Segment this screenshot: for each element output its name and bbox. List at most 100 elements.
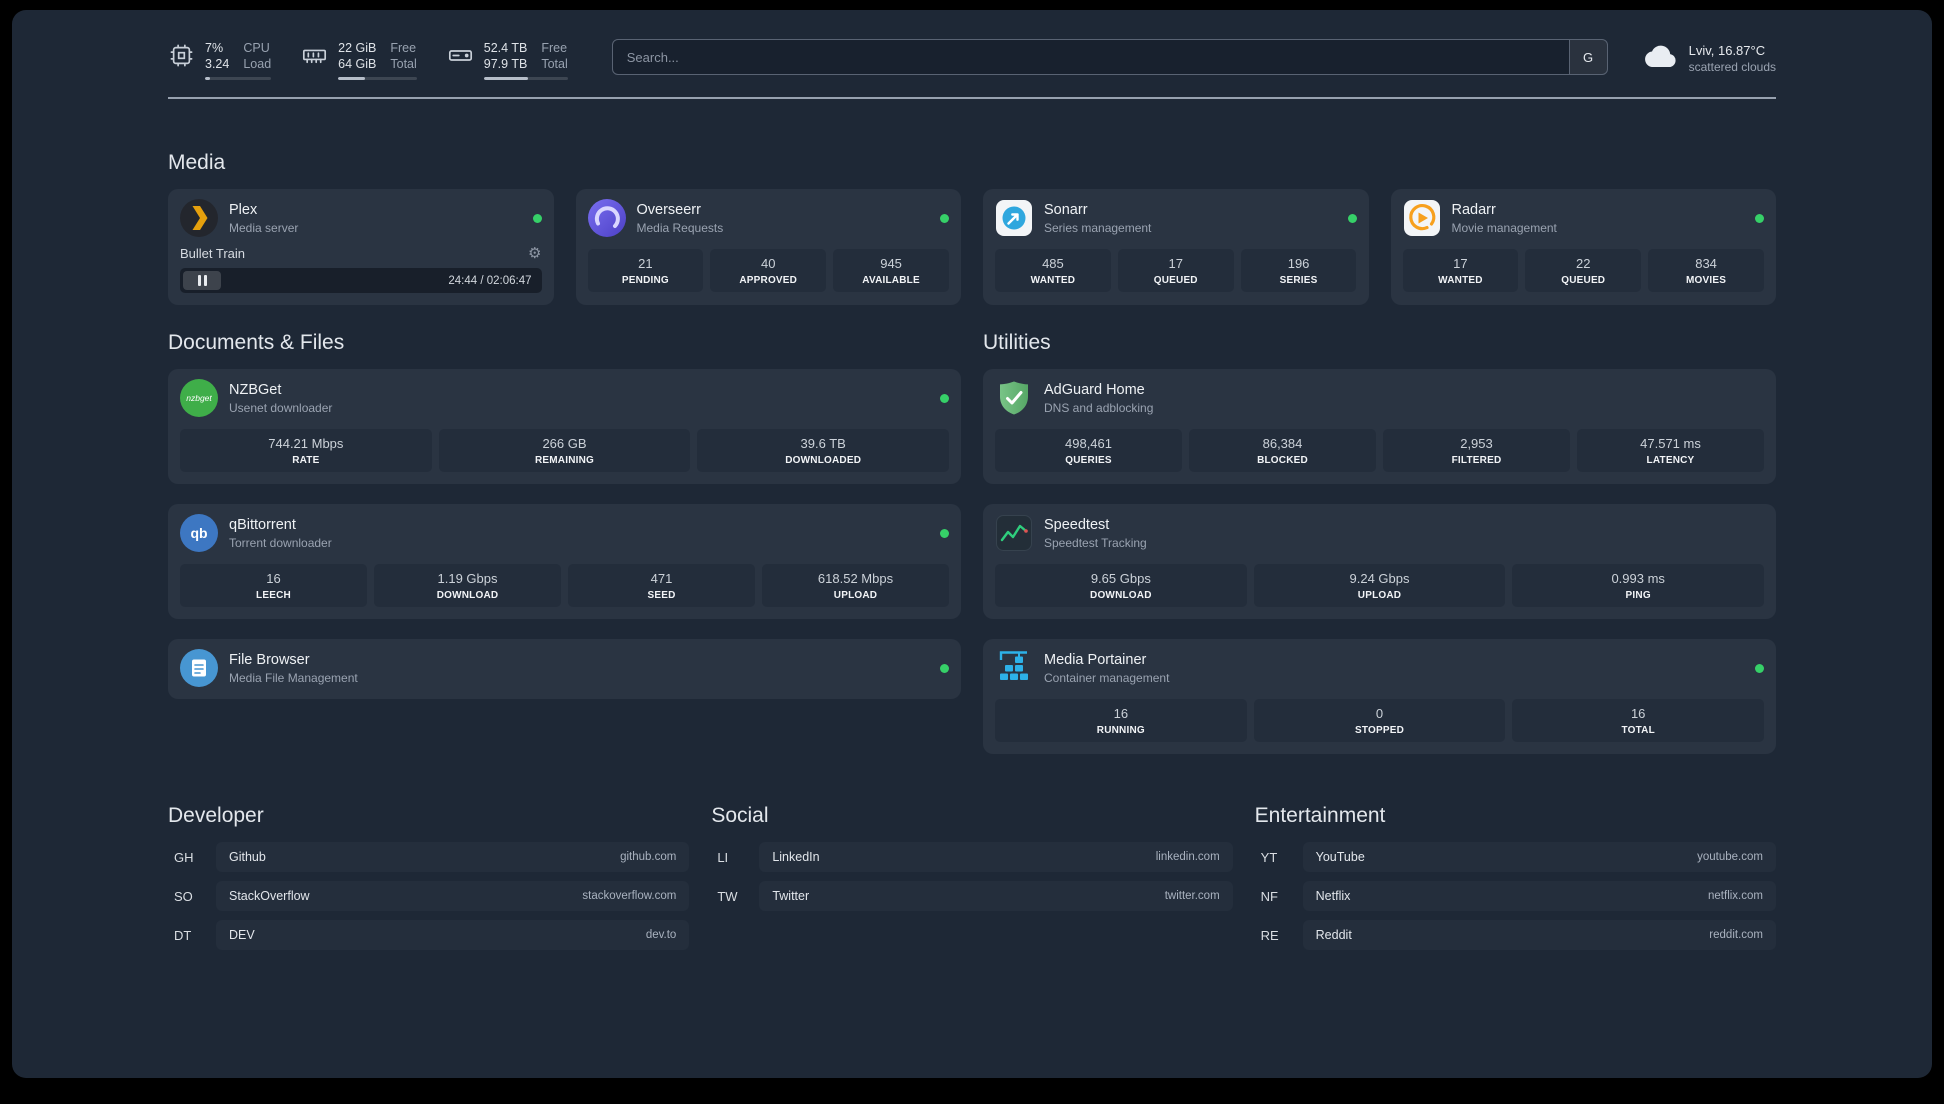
stat-remaining: 266 GB REMAINING: [438, 429, 691, 472]
memory-progress-fill: [338, 77, 365, 80]
memory-free-label: Free: [390, 41, 417, 55]
stat-wanted: 17 WANTED: [1402, 249, 1519, 292]
disk-monitor: 52.4 TB 97.9 TB Free Total: [447, 40, 568, 80]
disk-free-value: 52.4 TB: [483, 41, 528, 55]
disk-icon: [447, 42, 474, 69]
service-card-plex[interactable]: Plex Media server Bullet Train ⚙: [168, 189, 554, 305]
service-description: DNS and adblocking: [1044, 400, 1154, 415]
service-description: Media server: [229, 220, 299, 235]
disk-progress-fill: [483, 77, 529, 80]
service-description: Torrent downloader: [229, 535, 332, 550]
memory-progress-bar: [338, 77, 417, 80]
stat-series: 196 SERIES: [1240, 249, 1357, 292]
stat-wanted: 485 WANTED: [995, 249, 1111, 292]
bookmark-group-social: Social LI LinkedIn linkedin.com TW Twitt…: [711, 804, 1233, 911]
svg-text:qb: qb: [190, 525, 207, 541]
search-provider-button[interactable]: G: [1568, 40, 1607, 74]
weather-condition: scattered clouds: [1688, 59, 1776, 74]
memory-icon: [301, 42, 328, 69]
disk-progress-bar: [483, 77, 568, 80]
topbar: 7% 3.24 CPU Load: [168, 36, 1776, 84]
service-name: Speedtest: [1044, 516, 1110, 533]
adguard-icon: [995, 379, 1033, 417]
bookmark-linkedin: LI LinkedIn linkedin.com: [711, 842, 1233, 872]
stat-blocked: 86,384 BLOCKED: [1189, 429, 1376, 472]
bookmark-link[interactable]: Twitter twitter.com: [759, 881, 1233, 911]
stat-total: 16 TOTAL: [1512, 699, 1765, 742]
stat-queued: 22 QUEUED: [1525, 249, 1642, 292]
media-player-bar[interactable]: 24:44 / 02:06:47: [180, 268, 542, 293]
bookmark-abbr: RE: [1260, 927, 1279, 943]
service-card-portainer[interactable]: Media Portainer Container management 16 …: [983, 639, 1776, 754]
status-dot: [940, 663, 949, 673]
bookmark-abbr: NF: [1260, 888, 1278, 904]
service-name: Media Portainer: [1044, 651, 1147, 668]
sonarr-icon: [995, 199, 1033, 237]
gear-icon[interactable]: ⚙: [528, 245, 542, 262]
section-title-entertainment: Entertainment: [1254, 804, 1386, 827]
bookmark-netflix: NF Netflix netflix.com: [1255, 881, 1776, 911]
stat-available: 945 AVAILABLE: [833, 249, 949, 292]
disk-total-label: Total: [541, 57, 568, 71]
bookmark-abbr: YT: [1260, 849, 1278, 865]
stat-movies: 834 MOVIES: [1648, 249, 1764, 292]
service-description: Media Requests: [636, 220, 724, 235]
service-card-overseerr[interactable]: Overseerr Media Requests 21 PENDING 40 A…: [575, 189, 961, 305]
bookmark-link[interactable]: LinkedIn linkedin.com: [759, 842, 1233, 872]
cpu-progress-fill: [205, 77, 211, 80]
nzbget-icon: nzbget: [180, 379, 218, 417]
memory-total-label: Total: [390, 57, 417, 71]
stat-downloaded: 39.6 TB DOWNLOADED: [697, 429, 950, 472]
pause-button[interactable]: [183, 271, 221, 290]
bookmark-link[interactable]: YouTube youtube.com: [1302, 842, 1776, 872]
stat-latency: 47.571 ms LATENCY: [1577, 429, 1764, 472]
cpu-load-value: 3.24: [205, 57, 230, 71]
service-description: Usenet downloader: [229, 400, 333, 415]
stat-running: 16 RUNNING: [995, 699, 1247, 742]
stat-upload: 618.52 Mbps UPLOAD: [762, 564, 949, 607]
service-name: Plex: [229, 201, 258, 218]
radarr-icon: [1403, 199, 1441, 237]
bookmark-link[interactable]: Netflix netflix.com: [1302, 881, 1776, 911]
svg-text:nzbget: nzbget: [186, 393, 212, 403]
bookmark-link[interactable]: DEV dev.to: [216, 920, 690, 950]
plex-icon: [180, 199, 218, 237]
status-dot: [1755, 663, 1764, 673]
cpu-load-label: Load: [243, 57, 272, 71]
service-card-adguard[interactable]: AdGuard Home DNS and adblocking 498,461 …: [983, 369, 1776, 484]
service-description: Media File Management: [229, 670, 358, 685]
service-card-radarr[interactable]: Radarr Movie management 17 WANTED 22 QUE…: [1390, 189, 1776, 305]
cpu-label: CPU: [243, 41, 270, 55]
search-input[interactable]: [612, 40, 1569, 74]
section-title-developer: Developer: [168, 804, 264, 827]
service-card-filebrowser[interactable]: File Browser Media File Management: [168, 639, 961, 699]
cpu-icon: [168, 42, 195, 69]
speedtest-icon: [995, 514, 1033, 552]
stat-leech: 16 LEECH: [180, 564, 367, 607]
bookmark-link[interactable]: Reddit reddit.com: [1302, 920, 1776, 950]
service-name: Overseerr: [636, 201, 701, 218]
bookmark-link[interactable]: Github github.com: [216, 842, 690, 872]
service-card-qbittorrent[interactable]: qb qBittorrent Torrent downloader: [168, 504, 961, 619]
service-card-nzbget[interactable]: nzbget NZBGet Usenet downloader 74: [168, 369, 961, 484]
disk-free-label: Free: [541, 41, 568, 55]
stat-upload: 9.24 Gbps UPLOAD: [1253, 564, 1506, 607]
service-description: Movie management: [1451, 220, 1557, 235]
status-dot: [532, 213, 542, 223]
section-media: Media Plex Media server: [168, 151, 1776, 305]
cpu-usage-value: 7%: [205, 41, 224, 55]
section-title-documents: Documents & Files: [168, 331, 345, 354]
pause-icon: [203, 275, 207, 286]
service-card-sonarr[interactable]: Sonarr Series management 485 WANTED 17 Q…: [983, 189, 1369, 305]
bookmark-link[interactable]: StackOverflow stackoverflow.com: [216, 881, 690, 911]
stat-approved: 40 APPROVED: [710, 249, 827, 292]
service-card-speedtest[interactable]: Speedtest Speedtest Tracking 9.65 Gbps D…: [983, 504, 1776, 619]
bookmark-abbr: DT: [174, 927, 192, 943]
service-name: Radarr: [1451, 201, 1496, 218]
bookmark-abbr: LI: [717, 849, 729, 865]
filebrowser-icon: [180, 649, 218, 687]
bookmark-group-developer: Developer GH Github github.com SO StackO…: [168, 804, 690, 950]
service-description: Speedtest Tracking: [1044, 535, 1147, 550]
section-title-utilities: Utilities: [983, 331, 1051, 354]
cpu-progress-bar: [205, 77, 272, 80]
